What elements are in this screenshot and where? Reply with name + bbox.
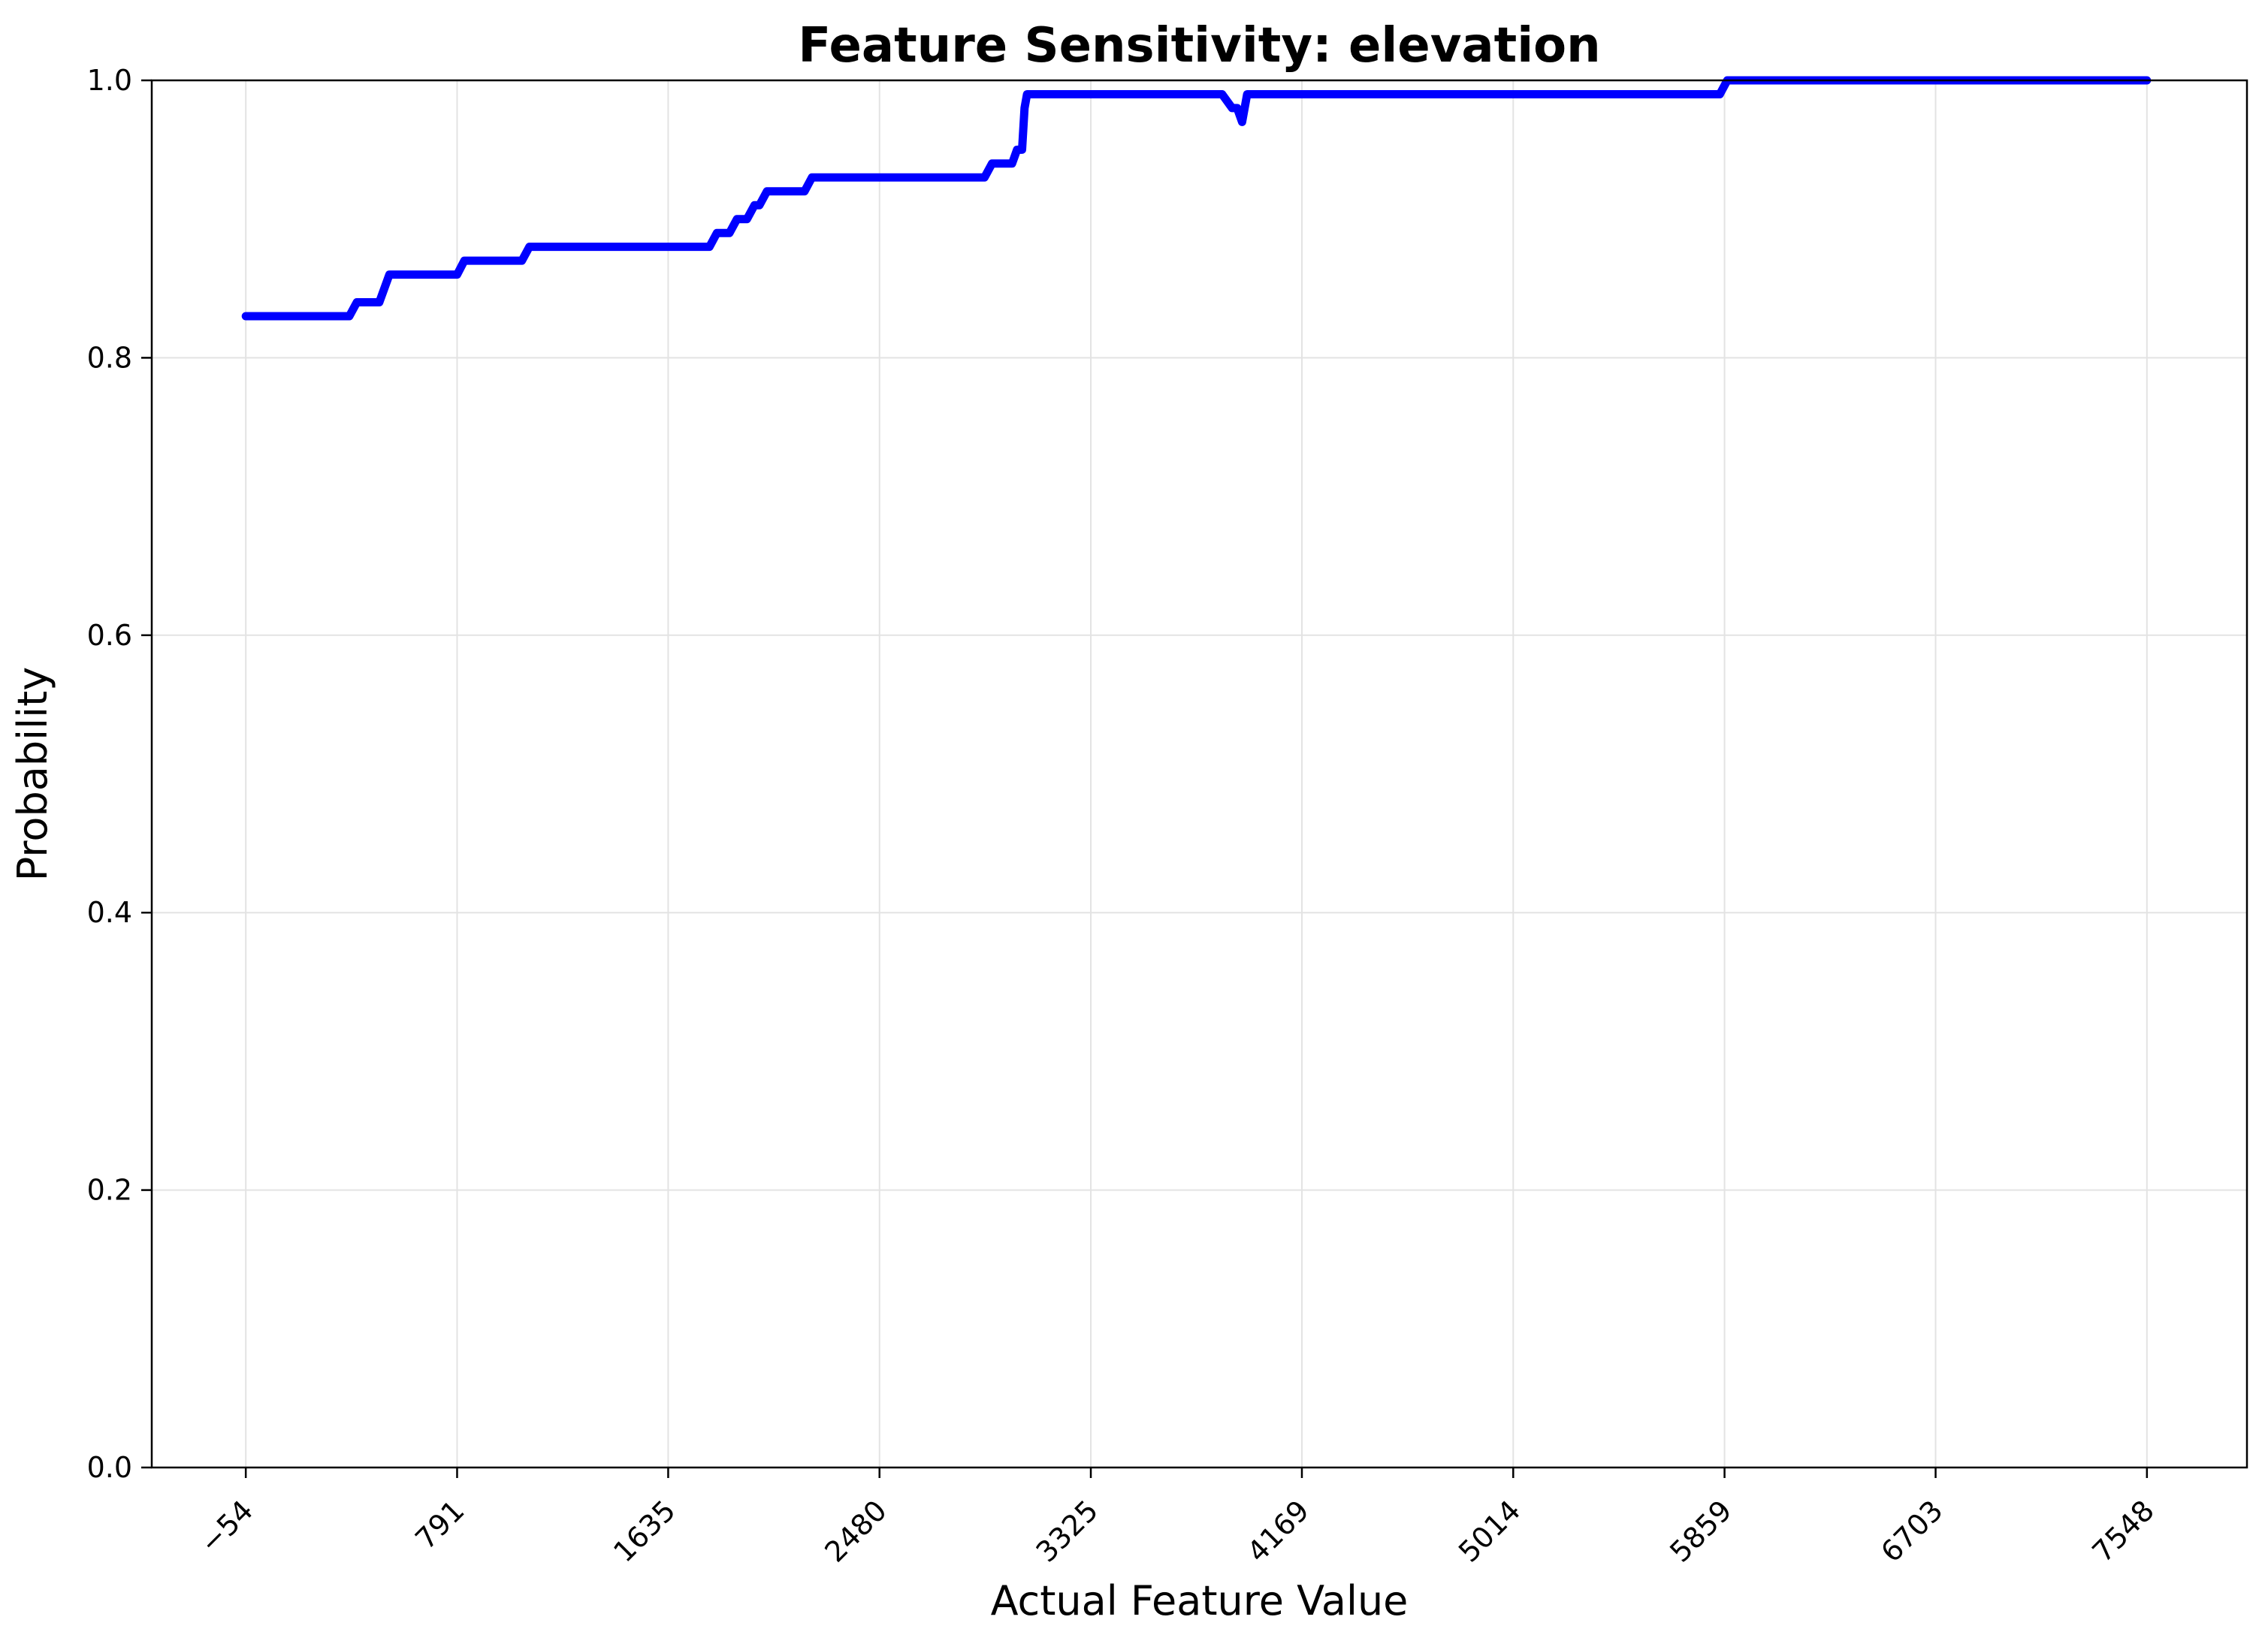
series-layer	[241, 76, 2152, 321]
x-tick-label: 5859	[1663, 1494, 1738, 1569]
x-tick-label: 7548	[2086, 1494, 2161, 1569]
x-axis: −54 791 1635 2480 3325 4169 5014 5859 6703 7548	[194, 1468, 2161, 1569]
x-tick-label: 5014	[1452, 1494, 1527, 1569]
grid-lines	[152, 80, 2247, 1468]
y-tick-label: 0.2	[87, 1174, 132, 1207]
plot-frame	[150, 79, 2248, 1469]
y-tick-label: 0.0	[87, 1451, 132, 1484]
y-axis-label: Probability	[9, 667, 56, 881]
x-tick-label: 3325	[1030, 1494, 1105, 1569]
x-tick-label: 4169	[1241, 1494, 1316, 1569]
y-tick-label: 0.8	[87, 341, 132, 374]
x-tick-label: 6703	[1874, 1494, 1949, 1569]
y-tick-label: 0.4	[87, 896, 132, 929]
x-tick-label: −54	[194, 1494, 260, 1560]
y-tick-label: 0.6	[87, 619, 132, 652]
series-line-0	[241, 76, 2152, 321]
x-tick-label: 2480	[818, 1494, 893, 1569]
x-tick-label: 791	[409, 1494, 470, 1555]
x-tick-label: 1635	[607, 1494, 682, 1569]
chart-title: Feature Sensitivity: elevation	[798, 18, 1600, 74]
y-axis: 0.0 0.2 0.4 0.6 0.8 1.0	[87, 64, 152, 1484]
y-tick-label: 1.0	[87, 64, 132, 97]
x-axis-label: Actual Feature Value	[991, 1577, 1409, 1624]
